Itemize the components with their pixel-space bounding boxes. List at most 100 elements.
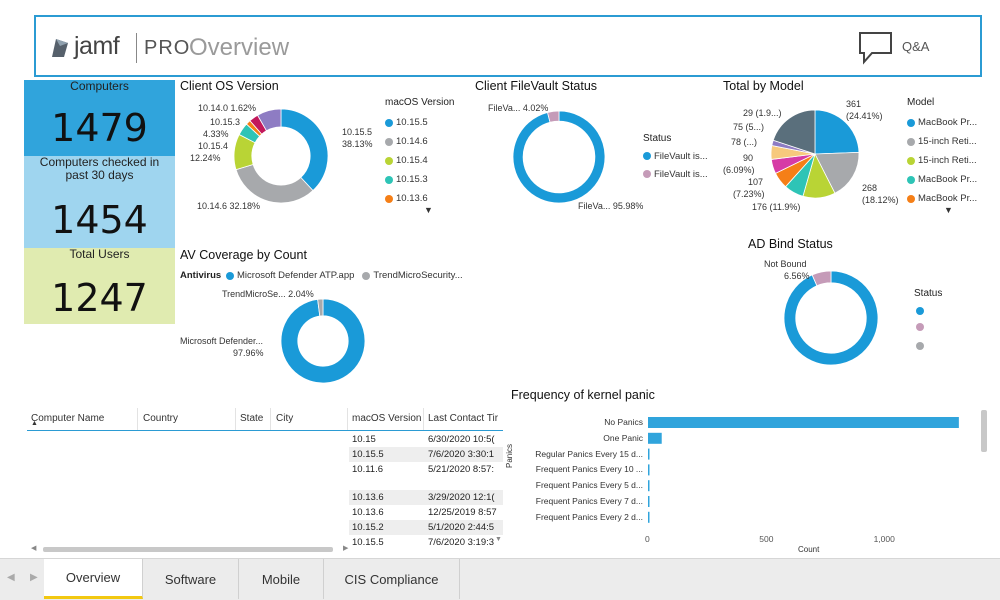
kernel-xtick-label: 0 — [645, 534, 650, 544]
tab-overview[interactable]: Overview — [44, 559, 143, 599]
kpi-total-users[interactable]: Total Users 1247 — [24, 248, 175, 324]
ad-legend-dot-icon[interactable] — [916, 342, 924, 350]
legend-label: 10.15.4 — [396, 155, 428, 166]
scroll-left-icon[interactable]: ◀ — [31, 545, 37, 552]
legend-label: Microsoft Defender ATP.app — [237, 270, 355, 281]
table-row[interactable]: 10.13.6 3/29/2020 12:1( — [349, 490, 503, 505]
kernel-bar[interactable] — [648, 480, 650, 492]
legend-label: FileVault is... — [654, 168, 708, 180]
tab-software[interactable]: Software — [143, 559, 239, 599]
legend-label: FileVault is... — [654, 150, 708, 162]
legend-label: 10.15.5 — [396, 117, 428, 128]
tab-cis-compliance[interactable]: CIS Compliance — [324, 559, 460, 599]
donut-slice[interactable] — [783, 270, 879, 366]
table-row[interactable]: 10.13.6 12/25/2019 8:57 — [349, 505, 503, 520]
model-label-f: 107 — [748, 177, 764, 187]
col-header-computer-name[interactable]: Computer Name — [31, 413, 105, 424]
av-legend-item[interactable]: Microsoft Defender ATP.app — [226, 270, 354, 281]
kpi-checked-in-value: 1454 — [51, 198, 148, 242]
kernel-bar[interactable] — [648, 511, 650, 523]
client-os-donut[interactable] — [233, 108, 329, 204]
adbind-donut[interactable] — [783, 270, 879, 366]
donut-slice[interactable] — [814, 151, 860, 194]
os-legend-item[interactable]: 10.14.6 — [385, 132, 428, 151]
legend-dot-icon — [643, 170, 651, 178]
legend-dot-icon — [907, 194, 915, 203]
kernel-bar[interactable] — [648, 448, 650, 460]
kpi-computers[interactable]: Computers 1479 — [24, 80, 175, 156]
column-divider — [137, 408, 138, 430]
tab-mobile[interactable]: Mobile — [239, 559, 324, 599]
donut-slice[interactable] — [814, 109, 860, 155]
fv-legend: FileVault is... FileVault is... — [643, 147, 708, 183]
table-row[interactable]: 10.15.5 7/6/2020 3:30:1 — [349, 447, 503, 462]
kernel-title: Frequency of kernel panic — [511, 388, 655, 402]
legend-dot-icon — [385, 118, 393, 127]
av-label-bottom-2: 97.96% — [233, 348, 264, 358]
kernel-bar[interactable] — [648, 464, 650, 476]
donut-slice[interactable] — [235, 163, 314, 204]
donut-slice[interactable] — [811, 270, 832, 287]
kernel-bar[interactable] — [648, 496, 650, 507]
kpi-computers-value: 1479 — [51, 106, 148, 150]
fv-legend-item[interactable]: FileVault is... — [643, 165, 708, 183]
table-row[interactable]: 10.15.5 7/6/2020 3:19:3 — [349, 535, 503, 550]
donut-slice[interactable] — [317, 298, 324, 317]
kernel-vertical-scrollbar[interactable] — [981, 410, 987, 452]
col-header-last-contact[interactable]: Last Contact Tir — [428, 413, 499, 424]
kernel-bar[interactable] — [648, 417, 959, 428]
col-header-state[interactable]: State — [240, 413, 264, 424]
model-legend-item[interactable]: MacBook Pr... — [907, 113, 977, 132]
model-legend-item[interactable]: MacBook Pr... — [907, 189, 977, 208]
av-legend-item[interactable]: TrendMicroSecurity... — [362, 270, 463, 281]
col-header-country[interactable]: Country — [143, 413, 179, 424]
page-tab-bar: ◀ ▶ Overview Software Mobile CIS Complia… — [0, 558, 1000, 600]
donut-slice[interactable] — [772, 109, 816, 155]
os-legend-item[interactable]: 10.15.3 — [385, 170, 428, 189]
computers-table[interactable]: Computer Name ▲ Country State City macOS… — [27, 408, 503, 553]
av-donut[interactable] — [280, 298, 366, 384]
scroll-down-icon[interactable]: ▼ — [495, 536, 502, 543]
legend-dot-icon — [385, 194, 393, 203]
ad-legend-dot-icon[interactable] — [916, 307, 924, 315]
tab-next-icon[interactable]: ▶ — [30, 572, 38, 583]
donut-slice[interactable] — [512, 110, 606, 204]
model-legend-item[interactable]: MacBook Pr... — [907, 170, 977, 189]
model-legend-item[interactable]: 15-inch Reti... — [907, 132, 977, 151]
donut-slice[interactable] — [280, 108, 329, 192]
os-legend-item[interactable]: 10.15.4 — [385, 151, 428, 170]
table-row[interactable]: 10.15.2 5/1/2020 2:44:5 — [349, 520, 503, 535]
kernel-bar-plot[interactable] — [648, 414, 968, 526]
sort-ascending-icon[interactable]: ▲ — [31, 420, 38, 427]
donut-slice[interactable] — [280, 298, 366, 384]
model-legend-scroll-down-icon[interactable]: ▼ — [944, 205, 953, 215]
donut-slice[interactable] — [257, 108, 282, 132]
model-legend-item[interactable]: 15-inch Reti... — [907, 151, 977, 170]
cell-macos: 10.15.5 — [352, 537, 384, 548]
client-os-title: Client OS Version — [180, 79, 279, 93]
qa-button-label[interactable]: Q&A — [902, 39, 930, 54]
kernel-bar[interactable] — [648, 432, 662, 444]
col-header-city[interactable]: City — [276, 413, 294, 424]
col-header-macos-version[interactable]: macOS Version — [352, 413, 422, 424]
column-divider — [347, 408, 348, 430]
model-label-j: (24.41%) — [846, 111, 883, 121]
table-row[interactable]: 10.15 6/30/2020 10:5( — [349, 432, 503, 447]
scroll-right-icon[interactable]: ▶ — [343, 545, 349, 552]
qa-chat-icon[interactable] — [858, 31, 894, 65]
kpi-checked-in[interactable]: Computers checked in past 30 days 1454 — [24, 156, 175, 248]
table-row[interactable]: 10.11.6 5/21/2020 8:57: — [349, 462, 503, 477]
fv-legend-item[interactable]: FileVault is... — [643, 147, 708, 165]
model-pie[interactable] — [770, 109, 860, 199]
os-legend-scroll-down-icon[interactable]: ▼ — [424, 205, 433, 215]
os-legend-item[interactable]: 10.15.5 — [385, 113, 428, 132]
donut-slice[interactable] — [547, 110, 560, 123]
filevault-donut[interactable] — [512, 110, 606, 204]
horizontal-scrollbar-thumb[interactable] — [43, 547, 333, 552]
os-legend-item[interactable]: 10.13.6 — [385, 189, 428, 208]
fv-label-top: FileVa... 4.02% — [488, 103, 549, 113]
cell-macos: 10.15.2 — [352, 522, 384, 533]
tab-prev-icon[interactable]: ◀ — [7, 572, 15, 583]
legend-dot-icon — [385, 137, 393, 146]
ad-legend-dot-icon[interactable] — [916, 323, 924, 331]
